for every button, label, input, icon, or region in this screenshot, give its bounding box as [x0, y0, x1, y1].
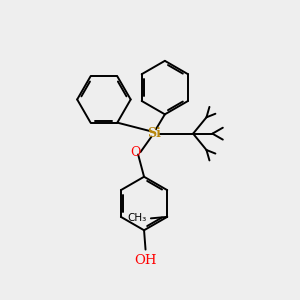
Text: O: O [130, 146, 140, 160]
Text: OH: OH [134, 254, 157, 267]
Text: Si: Si [148, 127, 161, 140]
Text: CH₃: CH₃ [127, 213, 146, 224]
